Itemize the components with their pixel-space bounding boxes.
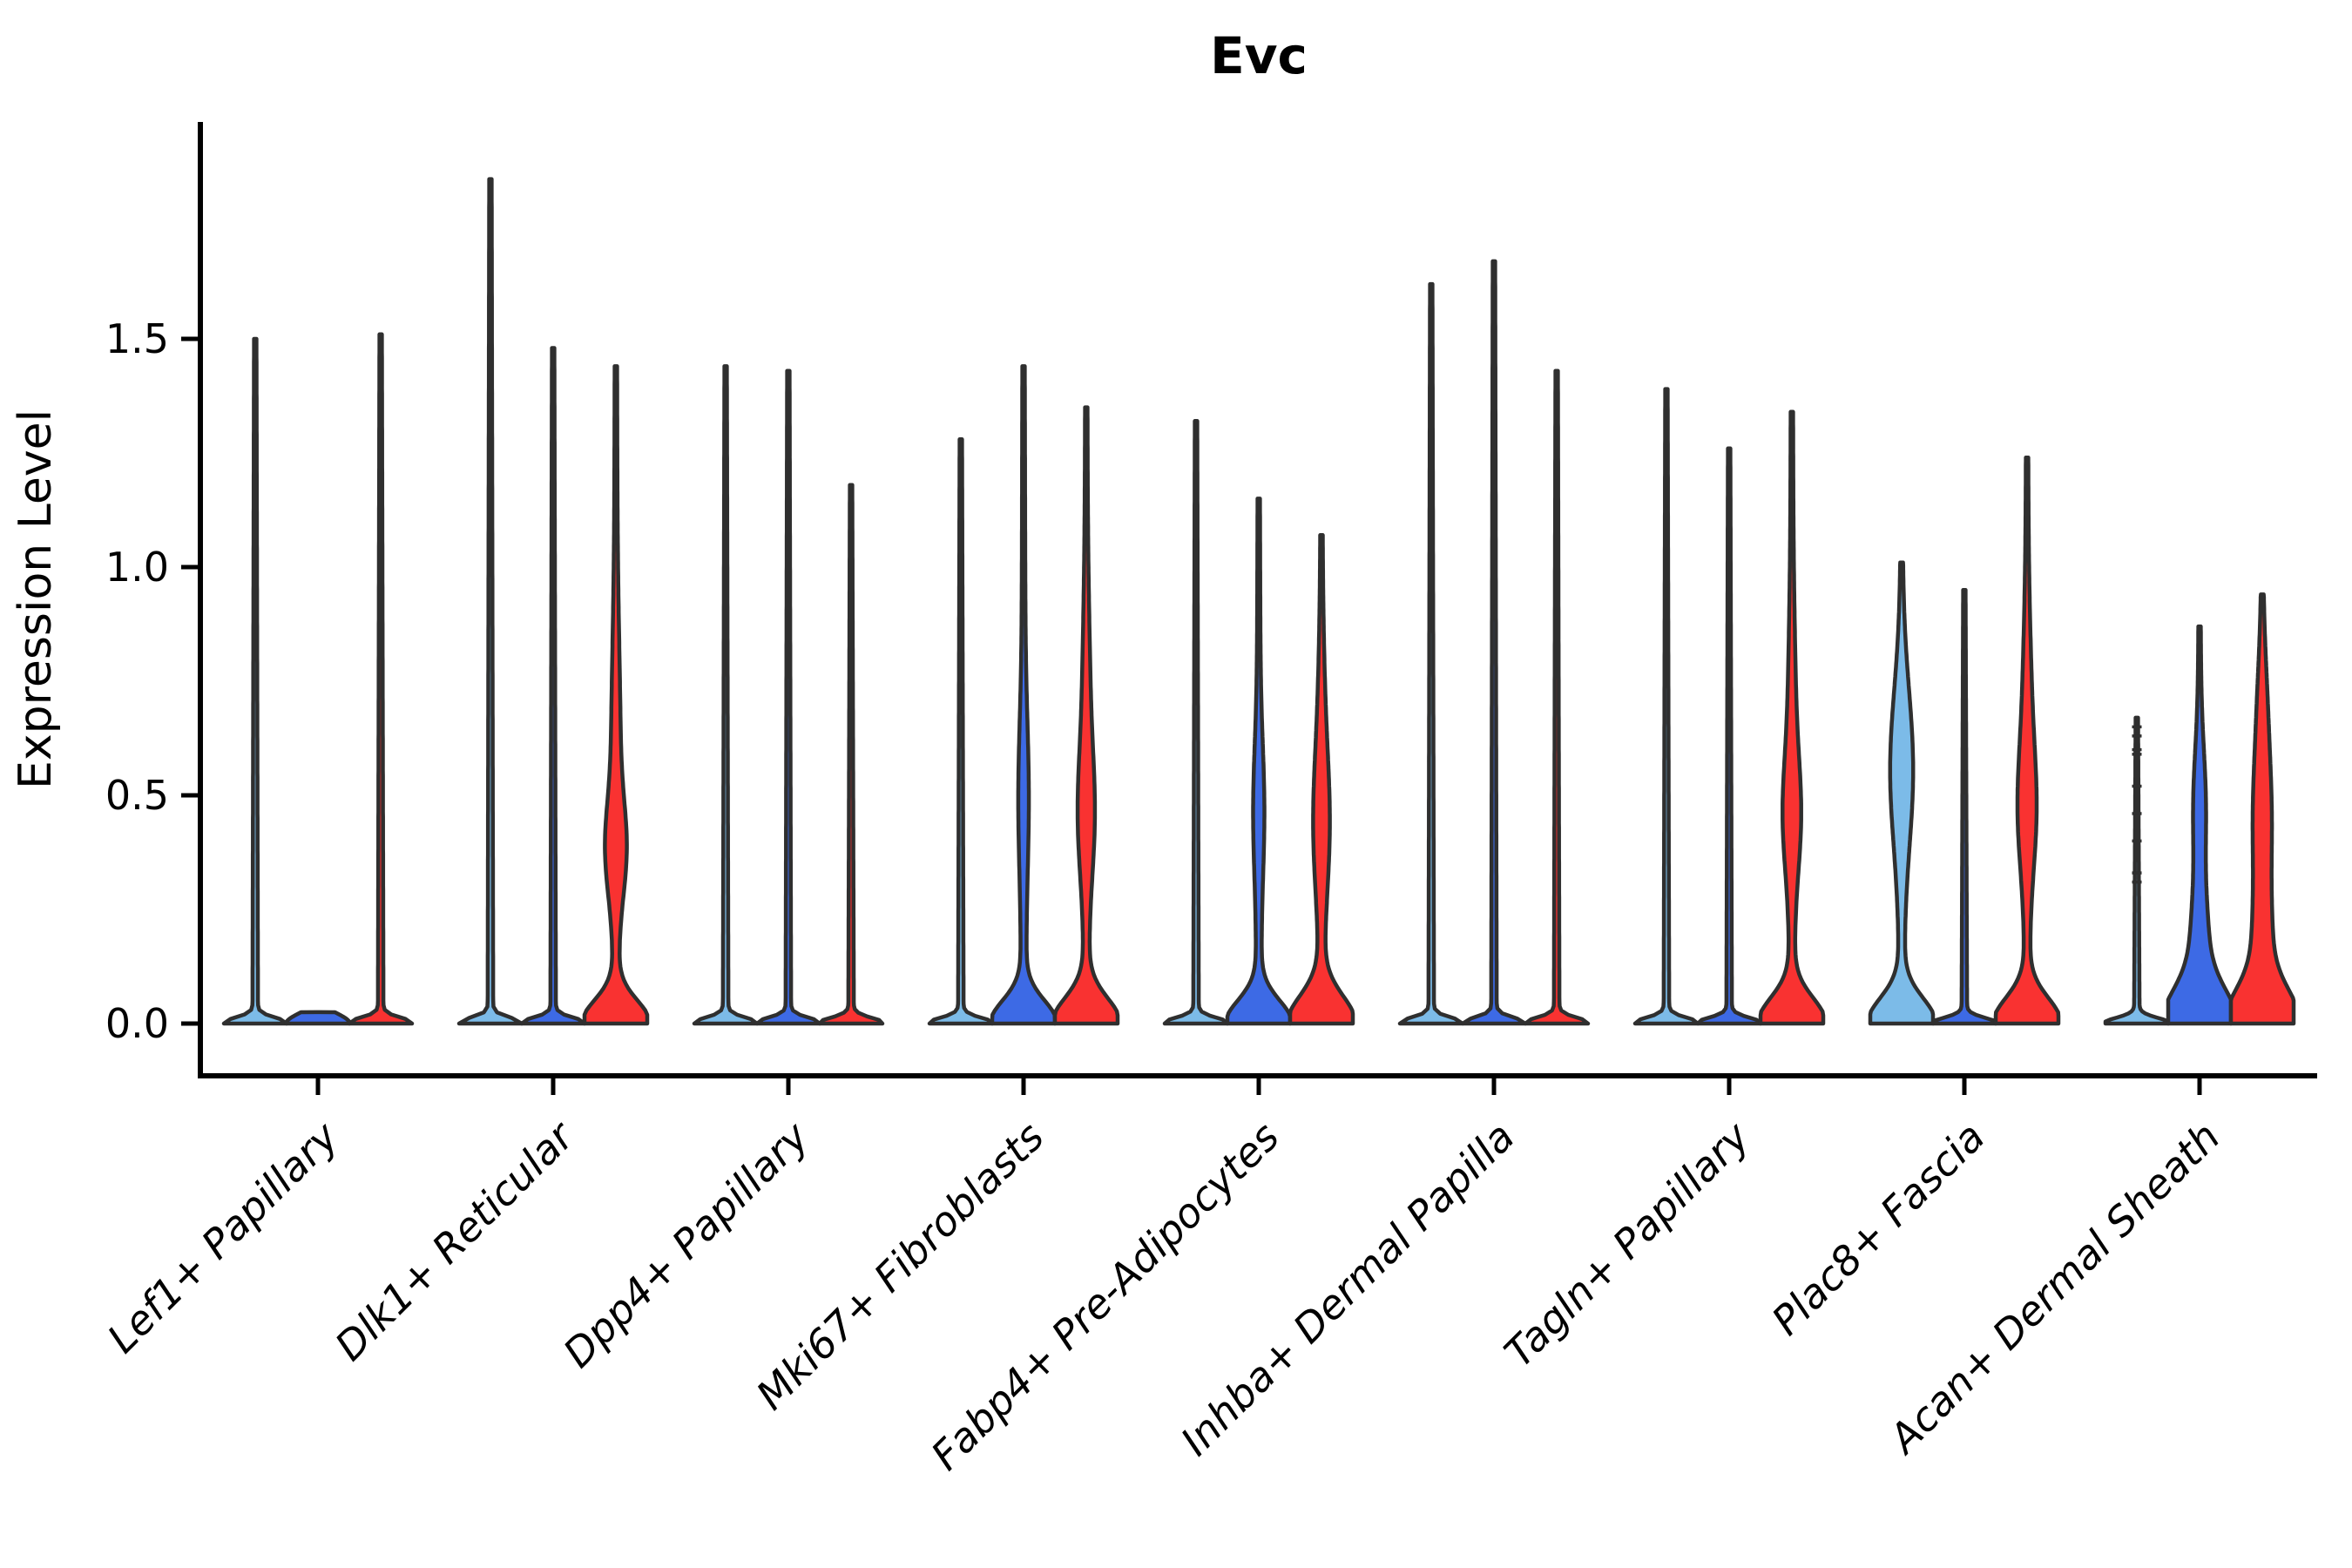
violin — [1632, 387, 1700, 1026]
chart-title: Evc — [1210, 26, 1308, 85]
violin — [1460, 259, 1528, 1026]
violin — [1758, 409, 1826, 1026]
x-tick-label: Tagln+ Papillary — [1495, 1112, 1759, 1376]
violin-group: Plac8+ Fascia — [1762, 455, 2061, 1344]
violin-group: Mki67+ Fibroblasts — [747, 364, 1120, 1419]
violin — [456, 177, 524, 1026]
violin-group: Acan+ Dermal Sheath — [1878, 592, 2296, 1463]
violin — [1695, 446, 1763, 1026]
y-tick-label: 1.0 — [105, 544, 169, 591]
violin — [1868, 560, 1936, 1026]
violin — [2166, 624, 2234, 1026]
y-tick-label: 0.0 — [105, 1000, 169, 1047]
x-tick-label: Dpp4+ Papillary — [554, 1112, 818, 1376]
violin — [582, 364, 650, 1026]
violin — [2228, 592, 2296, 1026]
y-tick-label: 0.5 — [105, 772, 169, 819]
violin — [284, 1010, 352, 1026]
violin-group: Dpp4+ Papillary — [554, 364, 885, 1376]
violin — [1225, 497, 1293, 1026]
violin-group: Inhba+ Dermal Papilla — [1172, 259, 1591, 1464]
violin-group: Dlk1+ Reticular — [326, 177, 650, 1369]
y-tick-label: 1.5 — [105, 315, 169, 362]
violin-group: Tagln+ Papillary — [1495, 387, 1826, 1376]
violin — [692, 364, 760, 1026]
violin — [754, 368, 822, 1026]
x-tick-label: Dlk1+ Reticular — [326, 1111, 585, 1369]
x-tick-label: Lef1+ Papillary — [98, 1112, 348, 1362]
violin — [1993, 455, 2061, 1026]
x-tick-label: Plac8+ Fascia — [1762, 1113, 1993, 1344]
violin — [990, 364, 1058, 1026]
violin — [1930, 587, 1998, 1026]
violin — [1397, 281, 1465, 1026]
violin — [1523, 368, 1591, 1026]
violin — [927, 437, 995, 1026]
violin — [519, 346, 587, 1026]
y-axis-label: Expression Level — [10, 409, 62, 789]
violin — [1288, 533, 1355, 1026]
violin — [817, 483, 885, 1026]
violin-group: Lef1+ Papillary — [98, 332, 415, 1362]
violin — [347, 332, 415, 1026]
violin — [2103, 715, 2171, 1026]
violin — [1052, 405, 1120, 1026]
violin — [221, 336, 289, 1026]
violin — [1162, 419, 1230, 1026]
